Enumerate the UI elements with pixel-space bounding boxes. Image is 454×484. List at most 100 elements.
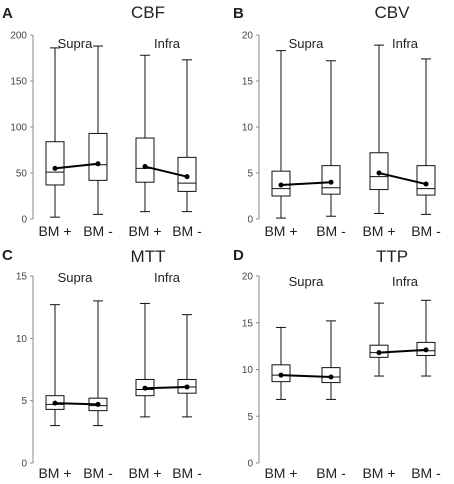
y-tick-label: 15: [16, 272, 28, 283]
mean-connector: [280, 374, 332, 378]
group-label: Infra: [154, 270, 181, 285]
panel-c: C MTT 0 5 10 15 Supra BM + BM - Infra BM + BM -: [2, 247, 202, 481]
panel-b: B CBV 0 5 10 15 20 Supra BM + BM - Infra BM + BM -: [233, 3, 441, 239]
y-tick-label: 200: [10, 31, 27, 42]
category-label: BM +: [38, 223, 71, 239]
category-label: BM -: [411, 223, 441, 239]
category-label: BM +: [128, 465, 161, 481]
panel-title: CBF: [131, 3, 165, 22]
group-label: Supra: [58, 36, 93, 51]
y-tick-label: 5: [247, 412, 253, 423]
box-bm-minus: [416, 58, 436, 215]
group-label: Infra: [392, 36, 419, 51]
group-label: Supra: [289, 36, 324, 51]
panel-d: D TTP 0 5 10 15 20 Supra BM + BM - Infra BM + BM -: [233, 247, 441, 481]
mean-point: [328, 179, 334, 185]
category-label: BM -: [83, 223, 113, 239]
mean-point: [95, 161, 101, 167]
mean-point: [52, 165, 58, 171]
mean-connector: [378, 348, 427, 354]
iqr-box: [45, 141, 65, 186]
y-tick-label: 5: [21, 396, 27, 407]
mean-connector: [54, 162, 99, 170]
mean-connector: [280, 181, 332, 186]
box-bm-plus: [135, 302, 155, 418]
mean-connector: [54, 402, 99, 406]
box-bm-minus: [177, 314, 197, 418]
mean-point: [52, 400, 58, 406]
iqr-box: [88, 132, 108, 181]
group-label: Infra: [392, 274, 419, 289]
box-bm-minus: [321, 320, 341, 400]
y-tick-label: 15: [242, 77, 254, 88]
category-label: BM -: [316, 223, 346, 239]
box-bm-minus: [321, 60, 341, 217]
mean-point: [376, 170, 382, 176]
iqr-box: [416, 165, 436, 196]
panel-title: TTP: [376, 247, 408, 266]
category-label: BM +: [264, 223, 297, 239]
box-bm-plus: [135, 54, 155, 213]
box-bm-plus: [271, 326, 291, 400]
panel-letter: D: [233, 247, 244, 264]
y-tick-label: 15: [242, 318, 254, 329]
y-tick-label: 0: [247, 459, 253, 470]
group-label: Supra: [289, 274, 324, 289]
mean-point: [184, 174, 190, 180]
mean-point: [95, 401, 101, 407]
panel-letter: B: [233, 5, 244, 22]
y-tick-label: 5: [247, 169, 253, 180]
y-tick-label: 10: [16, 334, 28, 345]
box-bm-plus: [45, 47, 65, 218]
mean-point: [328, 374, 334, 380]
box-bm-plus: [369, 44, 389, 214]
mean-connector: [378, 172, 427, 186]
category-label: BM +: [264, 465, 297, 481]
box-bm-plus: [369, 302, 389, 377]
mean-point: [423, 181, 429, 187]
iqr-box: [135, 137, 155, 183]
box-bm-minus: [177, 59, 197, 213]
box-bm-plus: [45, 304, 65, 427]
y-tick-label: 100: [10, 123, 27, 134]
mean-point: [278, 372, 284, 378]
y-tick-label: 0: [21, 215, 27, 226]
category-label: BM +: [362, 223, 395, 239]
mean-point: [423, 347, 429, 353]
box-bm-minus: [88, 45, 108, 215]
category-label: BM +: [362, 465, 395, 481]
group-label: Infra: [154, 36, 181, 51]
panel-letter: C: [2, 247, 13, 264]
box-bm-minus: [416, 299, 436, 377]
category-label: BM -: [83, 465, 113, 481]
mean-point: [184, 384, 190, 390]
mean-connector: [144, 385, 188, 390]
panel-title: CBV: [375, 3, 411, 22]
y-tick-label: 0: [247, 215, 253, 226]
mean-point: [142, 385, 148, 391]
category-label: BM +: [128, 223, 161, 239]
y-tick-label: 0: [21, 459, 27, 470]
y-tick-label: 50: [16, 169, 28, 180]
mean-point: [376, 350, 382, 356]
y-tick-label: 20: [242, 31, 254, 42]
panel-letter: A: [2, 5, 13, 22]
mean-point: [278, 182, 284, 188]
group-label: Supra: [58, 270, 93, 285]
category-label: BM -: [411, 465, 441, 481]
category-label: BM -: [172, 223, 202, 239]
category-label: BM -: [172, 465, 202, 481]
category-label: BM +: [38, 465, 71, 481]
panel-a: A CBF 0 50 100 150 200 Supra BM + BM - Infra BM + BM…: [2, 3, 202, 239]
y-tick-label: 20: [242, 272, 254, 283]
mean-point: [142, 164, 148, 170]
box-bm-minus: [88, 300, 108, 427]
panel-title: MTT: [131, 247, 166, 266]
box-bm-plus: [271, 50, 291, 219]
mean-connector: [144, 165, 188, 178]
y-tick-label: 10: [242, 123, 254, 134]
y-tick-label: 150: [10, 77, 27, 88]
y-tick-label: 10: [242, 365, 254, 376]
category-label: BM -: [316, 465, 346, 481]
